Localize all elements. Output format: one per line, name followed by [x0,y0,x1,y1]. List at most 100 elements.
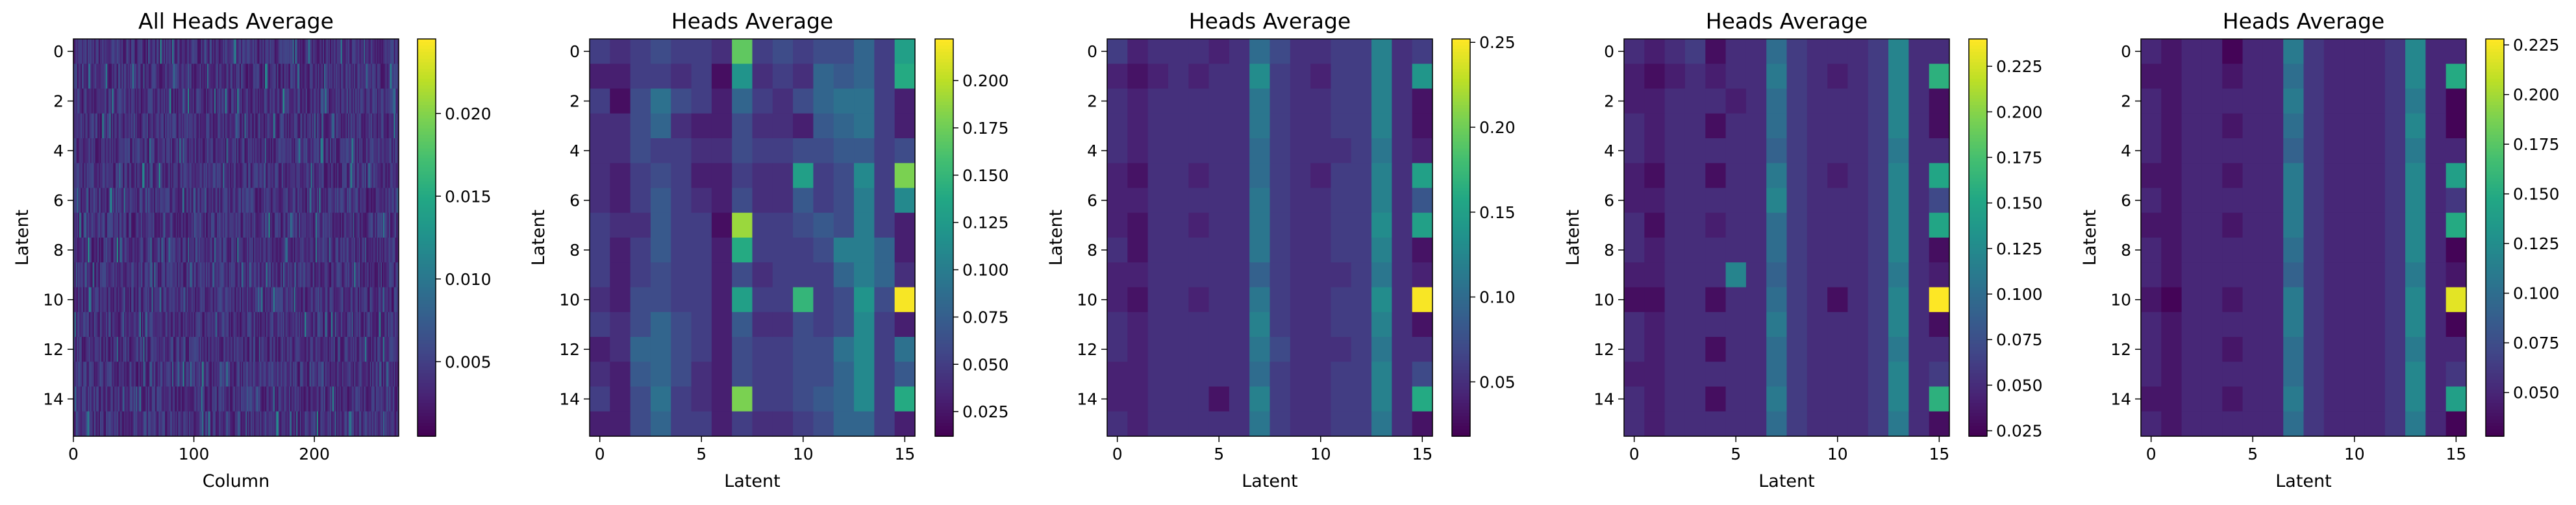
heatmap-cell [833,88,855,114]
heatmap-cell [186,386,188,412]
heatmap-cell [894,411,916,437]
heatmap-cell [232,411,234,437]
heatmap-cell [368,386,370,412]
colorbar-segment [418,274,436,278]
heatmap-cell [372,337,374,362]
heatmap-cell [273,337,275,362]
heatmap-cell [366,337,368,362]
heatmap-cell [84,238,86,263]
heatmap-cell [329,188,331,214]
heatmap-cell [216,88,219,114]
heatmap-cell [396,337,398,362]
heatmap-cell [126,163,128,189]
heatmap-cell [153,386,155,412]
heatmap-cell [116,362,119,388]
heatmap-cell [231,238,233,263]
heatmap-cell [302,386,304,412]
colorbar-tick-label: 0.175 [962,119,1009,138]
heatmap-cell [630,64,651,90]
heatmap-cell [162,362,164,388]
heatmap-cell [296,64,298,90]
heatmap-cell [365,163,367,189]
heatmap-cell [234,287,236,313]
heatmap-cell [81,362,84,388]
heatmap-cell [147,138,149,164]
heatmap-cell [282,163,285,189]
heatmap-cell [295,113,297,139]
x-tick-label: 100 [179,445,210,463]
heatmap-cell [254,88,256,114]
heatmap-cell [274,411,277,437]
heatmap-cell [281,386,282,412]
heatmap-cell [74,88,77,114]
heatmap-cell [190,138,192,164]
heatmap-cell [289,212,291,238]
heatmap-cell [333,362,336,388]
heatmap-cell [282,88,284,114]
heatmap-cell [160,188,162,214]
colorbar-segment [418,138,436,142]
heatmap-cell [312,262,314,288]
heatmap-cell [188,238,190,263]
heatmap-cell [249,411,251,437]
heatmap-cell [156,39,158,64]
heatmap-cell [289,262,291,288]
heatmap-cell [240,212,242,238]
heatmap-cell [340,39,342,64]
heatmap-cell [171,64,173,90]
heatmap-cell [149,238,151,263]
heatmap-cell [350,39,353,64]
heatmap-cell [142,39,144,64]
heatmap-cell [234,312,236,338]
heatmap-cell [342,386,344,412]
heatmap-cell [102,88,104,114]
heatmap-cell [168,287,170,313]
heatmap-cell [338,312,340,338]
heatmap-cell [258,262,261,288]
heatmap-cell [98,262,101,288]
heatmap-cell [243,64,245,90]
heatmap-cell [115,64,118,90]
heatmap-cell [113,138,115,164]
heatmap-cell [166,287,168,313]
heatmap-cell [157,386,160,412]
heatmap-cell [282,212,285,238]
heatmap-cell [86,64,88,90]
heatmap-cell [188,411,190,437]
heatmap-cell [130,212,132,238]
heatmap-cell [134,362,136,388]
heatmap-cell [306,212,308,238]
heatmap-cell [78,113,80,139]
heatmap-cell [129,337,131,362]
heatmap-cell [671,312,692,338]
heatmap-cell [171,312,173,338]
heatmap-cell [650,386,671,412]
heatmap-cell [137,188,139,214]
heatmap-cell [711,386,732,412]
heatmap-cell [101,337,103,362]
heatmap-cell [1107,64,1128,90]
heatmap-cell [288,188,290,214]
heatmap-cell [361,138,363,164]
heatmap-cell [336,138,338,164]
heatmap-cell [160,39,162,64]
heatmap-cell [314,212,316,238]
heatmap-cell [191,138,194,164]
heatmap-cell [396,188,398,214]
heatmap-cell [369,39,371,64]
heatmap-cell [85,163,87,189]
heatmap-cell [284,188,286,214]
heatmap-cell [343,362,345,388]
heatmap-cell [315,287,318,313]
heatmap-cell [186,411,188,437]
heatmap-cell [279,188,281,214]
heatmap-cell [199,362,202,388]
heatmap-cell [140,287,142,313]
heatmap-cell [306,163,308,189]
heatmap-cell [373,362,375,388]
heatmap-cell [251,39,253,64]
heatmap-cell [223,386,226,412]
heatmap-cell [292,113,294,139]
heatmap-cell [208,262,210,288]
heatmap-cell [173,287,175,313]
